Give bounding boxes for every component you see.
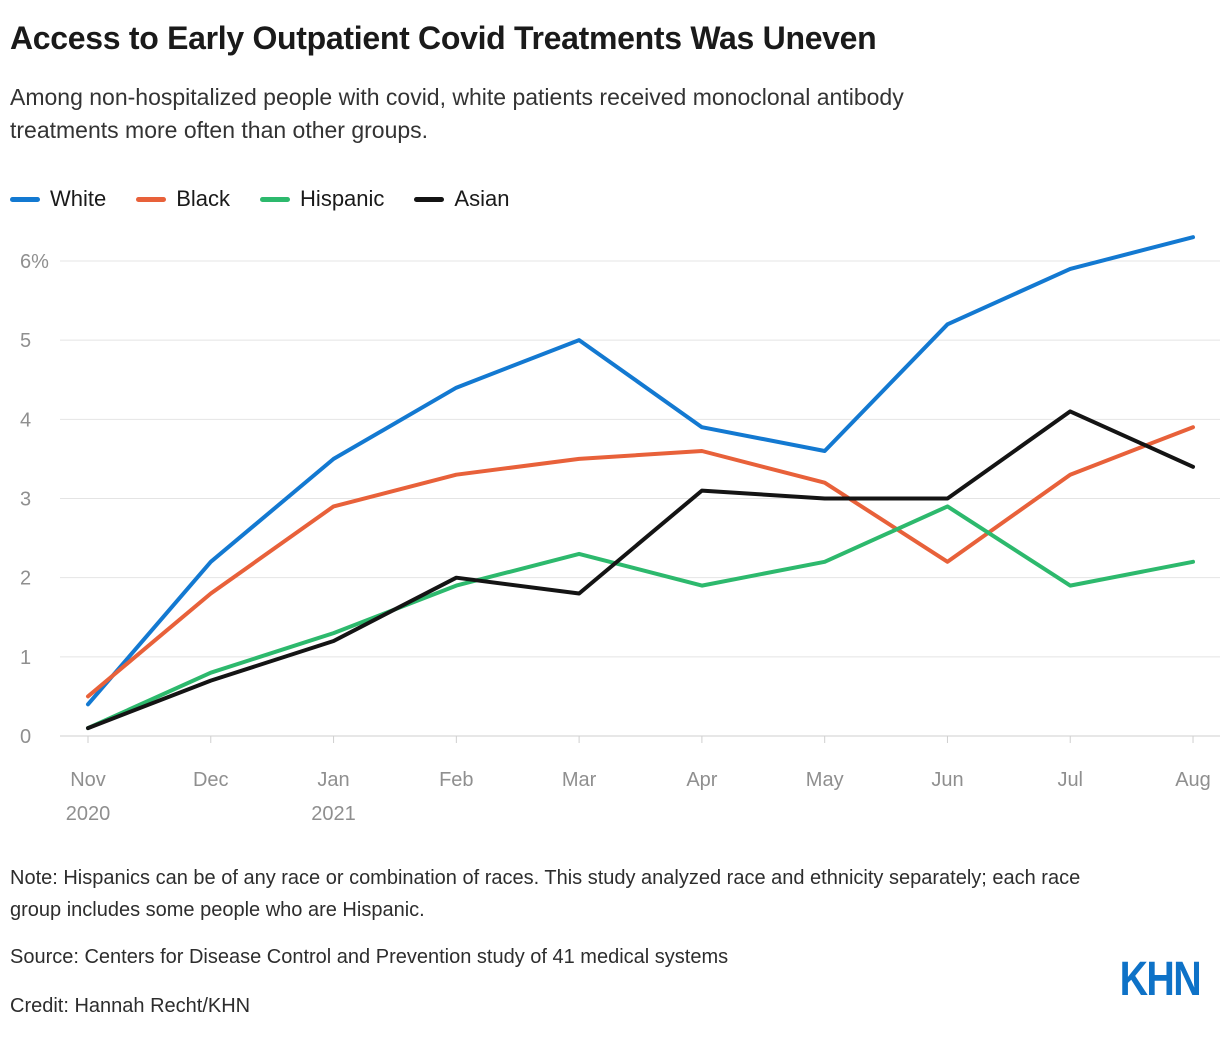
y-axis-label-5: 5 — [20, 330, 31, 352]
series-line-white — [86, 235, 1195, 707]
x-axis-year-2020: 2020 — [66, 803, 111, 825]
series-line-asian — [86, 409, 1195, 731]
x-axis-year-2021: 2021 — [311, 803, 356, 825]
page-title: Access to Early Outpatient Covid Treatme… — [10, 20, 877, 56]
subtitle-line-2: treatments more often than other groups. — [10, 116, 429, 143]
note-line-1: Note: Hispanics can be of any race or co… — [10, 867, 1081, 890]
chart-credit: Credit: Hannah Recht/KHN — [10, 995, 251, 1018]
x-axis-label-mar: Mar — [562, 769, 597, 791]
chart-note: Note: Hispanics can be of any race or co… — [10, 862, 1210, 926]
x-axis-label-jul: Jul — [1057, 769, 1083, 791]
note-line-2: group includes some people who are Hispa… — [10, 899, 425, 922]
legend-item-white: White — [10, 186, 106, 212]
legend-swatch-hispanic — [260, 196, 291, 202]
legend-swatch-asian — [414, 196, 445, 202]
legend-label: Black — [176, 186, 231, 212]
y-axis-label-0: 0 — [20, 726, 31, 748]
y-axis-label-1: 1 — [20, 647, 31, 669]
y-axis-label-2: 2 — [20, 568, 31, 590]
x-axis-label-apr: Apr — [686, 769, 717, 791]
x-axis-label-dec: Dec — [193, 769, 229, 791]
chart-subtitle: Among non-hospitalized people with covid… — [10, 81, 1210, 146]
y-axis-label-6%: 6% — [20, 251, 49, 273]
chart-source: Source: Centers for Disease Control and … — [10, 946, 729, 969]
x-axis-label-may: May — [806, 769, 844, 791]
legend-item-asian: Asian — [414, 186, 509, 212]
legend-swatch-white — [10, 196, 40, 202]
x-axis-label-nov: Nov — [70, 769, 106, 791]
legend-item-black: Black — [136, 186, 230, 212]
chart-legend: White Black Hispanic Asian — [10, 186, 1210, 212]
x-axis-label-jun: Jun — [931, 769, 963, 791]
x-axis-label-jan: Jan — [317, 769, 349, 791]
subtitle-line-1: Among non-hospitalized people with covid… — [10, 84, 904, 110]
series-line-black — [86, 425, 1195, 699]
series-line-hispanic — [86, 504, 1195, 731]
line-chart: 0 1 2 3 4 5 6% Nov 2020 Dec Jan 2021 Feb Mar Apr May Jun… — [20, 235, 1220, 825]
khn-logo: KHN — [1119, 953, 1202, 1006]
y-axis-label-3: 3 — [20, 489, 31, 511]
y-axis-label-4: 4 — [20, 410, 31, 432]
legend-label: Hispanic — [300, 186, 385, 212]
legend-label: Asian — [454, 186, 510, 212]
legend-label: White — [50, 186, 107, 212]
legend-swatch-black — [136, 196, 167, 202]
x-axis-label-aug: Aug — [1175, 769, 1211, 791]
legend-item-hispanic: Hispanic — [260, 186, 384, 212]
x-axis-label-feb: Feb — [439, 769, 473, 791]
